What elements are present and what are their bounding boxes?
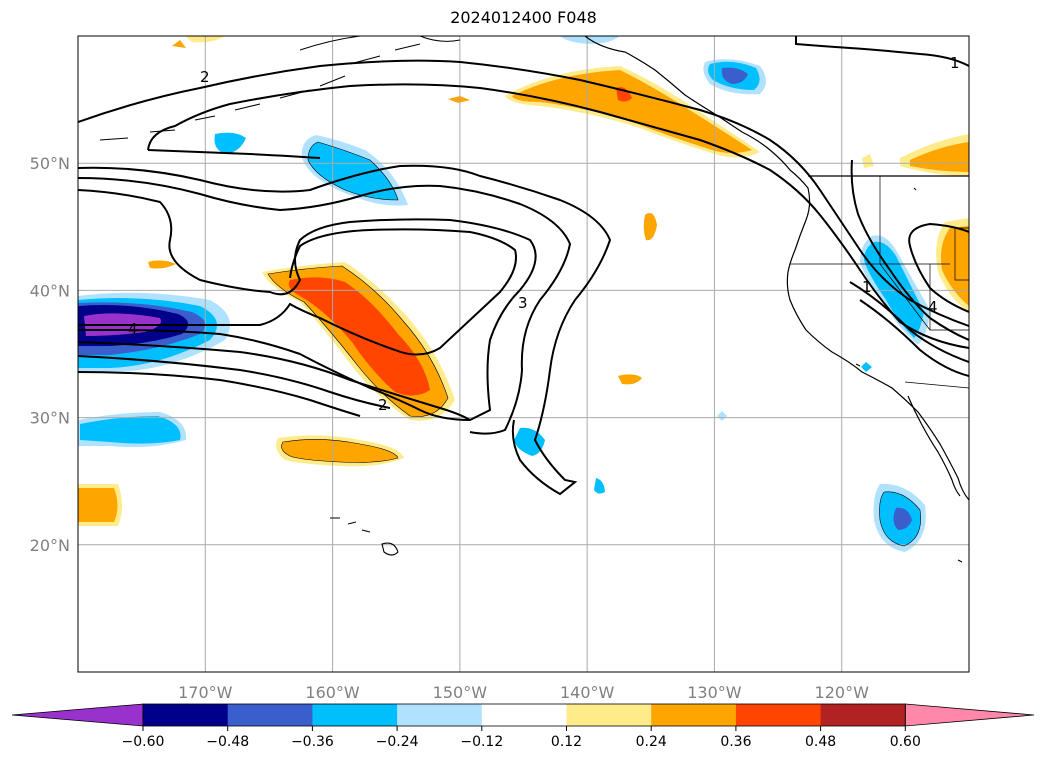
lat-tick-label: 20°N bbox=[30, 536, 70, 555]
contour-line bbox=[78, 355, 391, 409]
positive-anomaly-gulf-alaska bbox=[512, 70, 752, 153]
contour-label: 4 bbox=[128, 320, 138, 338]
north-america-coastline bbox=[584, 36, 969, 501]
negative-anomaly-tiny bbox=[717, 411, 727, 421]
negative-anomaly-gulf-alaska bbox=[721, 67, 748, 84]
colorbar-extend-high bbox=[904, 703, 1035, 727]
contour-label: 2 bbox=[378, 396, 388, 414]
positive-anomaly-small bbox=[448, 96, 470, 103]
contour-label: 1 bbox=[862, 278, 872, 296]
contour-line bbox=[78, 341, 471, 421]
contour-label: 4 bbox=[928, 298, 938, 316]
colorbar-tick-label: −0.36 bbox=[291, 734, 334, 750]
lat-tick-label: 50°N bbox=[30, 154, 70, 173]
contour-line bbox=[78, 228, 517, 356]
negative-anomaly-baja bbox=[893, 507, 912, 530]
negative-anomaly-144w bbox=[514, 427, 545, 456]
outline bbox=[267, 265, 449, 417]
contour-label: 2 bbox=[200, 68, 210, 86]
hawaii-islands bbox=[330, 517, 399, 556]
negative-anomaly-california bbox=[864, 241, 924, 338]
colorbar-tick-label: −0.12 bbox=[460, 734, 503, 750]
negative-anomaly-small bbox=[214, 132, 246, 154]
aleutian-islands bbox=[99, 43, 421, 141]
negative-anomaly-tiny bbox=[594, 478, 605, 494]
alaska-peninsula bbox=[299, 36, 461, 51]
contour-line bbox=[850, 159, 969, 341]
colorbar-swatch bbox=[397, 704, 483, 726]
contour-line bbox=[78, 59, 969, 327]
colorbar-swatch bbox=[735, 704, 822, 726]
lat-lon-gridlines bbox=[78, 36, 969, 672]
colorbar: −0.60 −0.48 −0.36 −0.24 −0.12 0.12 0.24 0.36 0.4… bbox=[11, 703, 1035, 750]
contour-line bbox=[78, 189, 537, 422]
positive-anomaly-interior bbox=[862, 154, 874, 168]
positive-anomaly-small bbox=[643, 212, 657, 241]
outline bbox=[879, 491, 921, 547]
map-frame bbox=[77, 35, 970, 673]
contour-line bbox=[78, 177, 572, 435]
axis-tick-labels: 170°W 160°W 150°W 140°W 130°W 120°W 50°N 40°N 30… bbox=[30, 154, 869, 702]
contour-line bbox=[795, 36, 969, 67]
colorbar-tick-label: −0.48 bbox=[206, 734, 249, 750]
colorbar-extend-low bbox=[11, 703, 144, 727]
lon-tick-label: 150°W bbox=[433, 683, 488, 702]
contour-labels: 2 3 4 2 1 4 1 bbox=[128, 54, 960, 414]
contour-line bbox=[78, 371, 361, 417]
colorbar-swatch bbox=[143, 704, 229, 726]
colorbar-swatch bbox=[566, 704, 652, 726]
positive-anomaly-west-subtropical bbox=[78, 488, 118, 522]
colorbar-swatch bbox=[227, 704, 313, 726]
colorbar-tick-label: 0.36 bbox=[720, 734, 751, 750]
shaded-anomaly-layer bbox=[78, 36, 969, 552]
lat-tick-label: 30°N bbox=[30, 409, 70, 428]
colorbar-tick-label: −0.60 bbox=[122, 734, 165, 750]
contour-line bbox=[908, 222, 969, 313]
state-border bbox=[954, 227, 969, 281]
state-border bbox=[879, 176, 931, 331]
lon-tick-label: 130°W bbox=[687, 683, 742, 702]
state-border bbox=[929, 264, 969, 331]
positive-anomaly-small bbox=[148, 260, 176, 269]
outline bbox=[281, 439, 399, 463]
colorbar-tick-label: 0.48 bbox=[805, 734, 836, 750]
colorbar-swatch bbox=[312, 704, 398, 726]
positive-anomaly-gulf-alaska bbox=[616, 87, 632, 102]
colorbar-swatch bbox=[481, 704, 567, 726]
small-islands bbox=[855, 187, 963, 563]
lon-tick-label: 170°W bbox=[178, 683, 233, 702]
us-mexico-border bbox=[904, 381, 969, 389]
positive-anomaly-small bbox=[618, 374, 642, 385]
contour-label: 3 bbox=[518, 294, 528, 312]
lon-tick-label: 120°W bbox=[815, 683, 870, 702]
colorbar-swatch bbox=[651, 704, 737, 726]
positive-anomaly-subtropical bbox=[281, 439, 398, 463]
positive-anomaly-interior bbox=[910, 142, 969, 172]
lon-tick-label: 160°W bbox=[305, 683, 360, 702]
contour-line bbox=[78, 164, 612, 496]
baja-coastline bbox=[907, 395, 961, 497]
negative-anomaly-small bbox=[861, 362, 872, 372]
contour-line bbox=[147, 83, 969, 349]
colorbar-tick-label: 0.60 bbox=[890, 734, 921, 750]
negative-anomaly-subtropical bbox=[80, 416, 181, 444]
lon-tick-label: 140°W bbox=[560, 683, 615, 702]
height-contours bbox=[78, 36, 969, 496]
colorbar-tick-label: 0.24 bbox=[636, 734, 667, 750]
contour-label: 1 bbox=[950, 54, 960, 72]
contour-line bbox=[147, 149, 321, 159]
negative-anomaly-160w bbox=[308, 142, 398, 200]
positive-anomaly-small bbox=[172, 40, 186, 48]
contour-line bbox=[859, 299, 969, 377]
lat-tick-label: 40°N bbox=[30, 281, 70, 300]
colorbar-swatch bbox=[820, 704, 906, 726]
colorbar-tick-label: 0.12 bbox=[551, 734, 582, 750]
colorbar-frame bbox=[142, 703, 906, 727]
coastlines bbox=[99, 36, 969, 563]
contour-line bbox=[849, 281, 969, 363]
colorbar-tick-label: −0.24 bbox=[376, 734, 419, 750]
map-title: 2024012400 F048 bbox=[450, 8, 597, 27]
